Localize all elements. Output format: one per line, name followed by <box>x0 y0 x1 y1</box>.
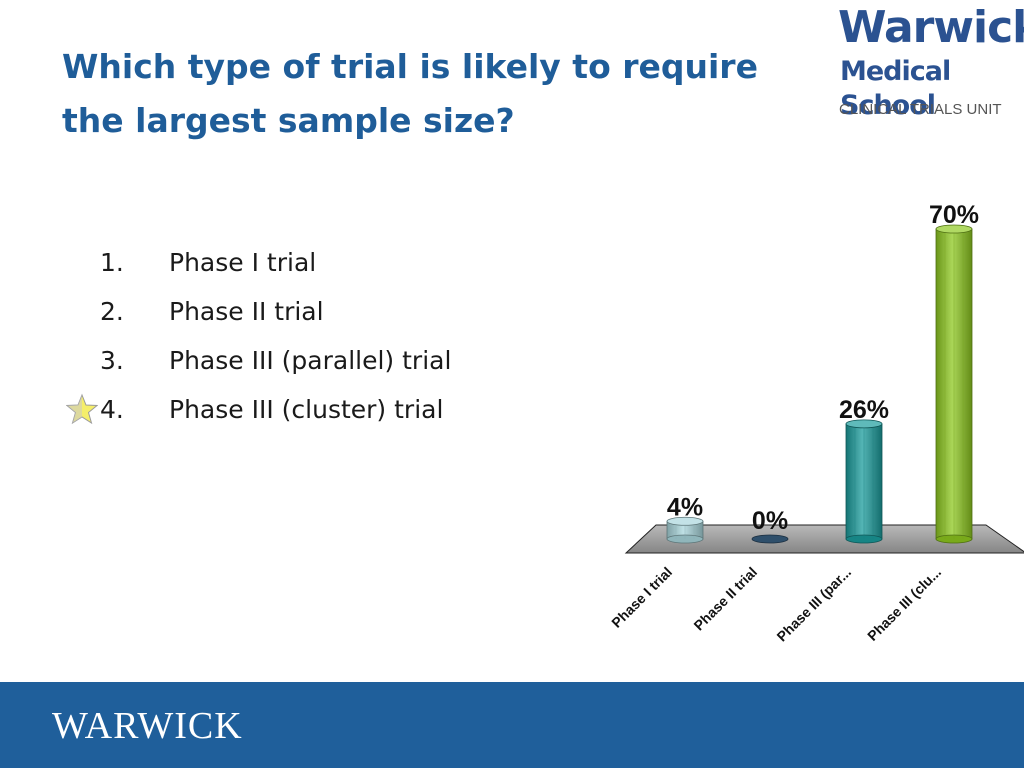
bar-3 <box>845 419 883 544</box>
option-number: 2. <box>100 297 124 326</box>
option-label: Phase III (parallel) trial <box>169 346 452 375</box>
chart-category-labels: Phase I trial Phase II trial Phase III (pa… <box>608 564 944 645</box>
logo-line-2: Medical School <box>840 56 951 121</box>
option-label: Phase I trial <box>169 248 317 277</box>
star-icon <box>66 393 98 425</box>
value-label-3: 26% <box>839 396 889 424</box>
category-label-3: Phase III (par... <box>773 564 854 645</box>
option-number: 4. <box>100 395 124 424</box>
category-label-2: Phase II trial <box>690 564 760 634</box>
warwick-medical-school-logo: Warwick Medical School CLINICAL TRIALS U… <box>836 0 1024 125</box>
category-label-1: Phase I trial <box>608 564 675 631</box>
value-label-4: 70% <box>929 201 979 229</box>
value-label-2: 0% <box>752 507 788 535</box>
option-label: Phase II trial <box>169 297 324 326</box>
response-bar-chart: 4% 0%26%70% Phase I trial Phase II trial Ph… <box>608 201 1024 645</box>
slide-title: Which type of trial is likely to require… <box>62 47 758 140</box>
footer-bar: WARWICK <box>0 682 1024 768</box>
chart-bars <box>666 224 973 544</box>
logo-line-1: Warwick <box>838 2 1024 53</box>
option-label: Phase III (cluster) trial <box>169 395 444 424</box>
chart-value-labels: 4% 0% 26% 70% <box>667 201 979 535</box>
bar-1 <box>666 516 704 544</box>
bar-2 <box>751 534 789 544</box>
option-number: 1. <box>100 248 124 277</box>
bar-4 <box>935 224 973 544</box>
logo-line-3: CLINICAL TRIALS UNIT <box>839 101 1002 118</box>
option-number: 3. <box>100 346 124 375</box>
value-label-1: 4% <box>667 493 703 521</box>
footer-warwick-logo: WARWICK <box>52 705 243 747</box>
category-label-4: Phase III (clu... <box>864 564 944 644</box>
